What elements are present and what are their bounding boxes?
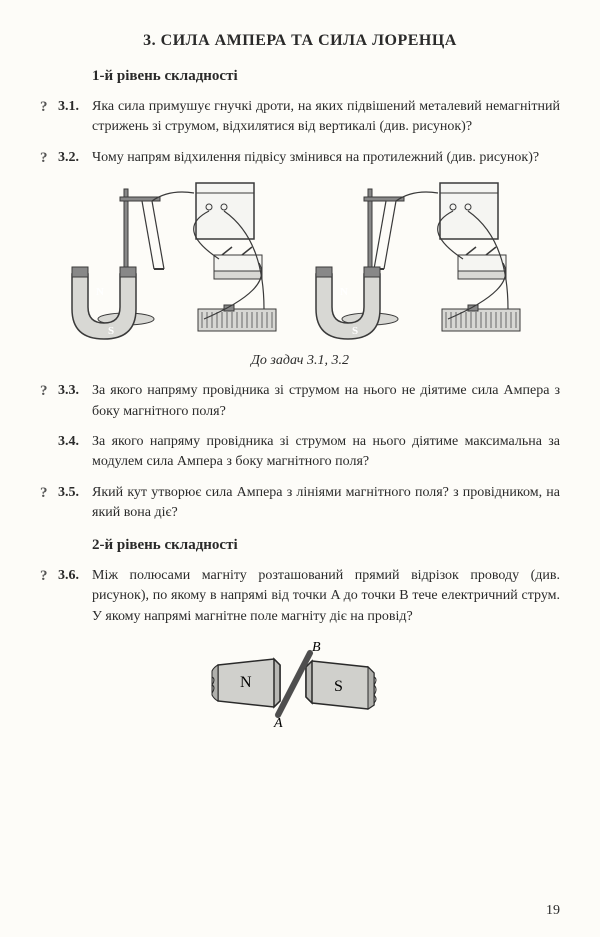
problem-number: 3.5. <box>58 483 92 503</box>
svg-text:N: N <box>340 286 348 298</box>
question-mark-icon: ? <box>40 97 58 119</box>
problem-3-3: ? 3.3. За якого напряму провідника зі ст… <box>40 381 560 422</box>
figure-3-6: N S B A <box>40 637 560 727</box>
problem-number: 3.2. <box>58 148 92 168</box>
textbook-page: 3. СИЛА АМПЕРА ТА СИЛА ЛОРЕНЦА 1-й рівен… <box>0 0 600 937</box>
figure-3-1-3-2: N S <box>40 179 560 347</box>
problem-number: 3.3. <box>58 381 92 401</box>
problem-text: За якого напряму провідника зі струмом н… <box>92 432 560 473</box>
problem-3-6: ? 3.6. Між полюсами магніту розташований… <box>40 566 560 627</box>
problem-text: За якого напряму провідника зі струмом н… <box>92 381 560 422</box>
problem-3-5: ? 3.5. Який кут утворює сила Ампера з лі… <box>40 483 560 524</box>
problem-text: Який кут утворює сила Ампера з лініями м… <box>92 483 560 524</box>
problem-3-2: ? 3.2. Чому напрям відхилення підвісу зм… <box>40 148 560 170</box>
question-mark-icon: ? <box>40 381 58 403</box>
apparatus-left-diagram: N S <box>64 179 292 347</box>
problem-number: 3.6. <box>58 566 92 586</box>
question-mark-icon: ? <box>40 483 58 505</box>
question-mark-icon: ? <box>40 148 58 170</box>
section-title: 3. СИЛА АМПЕРА ТА СИЛА ЛОРЕНЦА <box>40 32 560 50</box>
page-number: 19 <box>546 903 560 919</box>
problem-3-1: ? 3.1. Яка сила примушує гнучкі дроти, н… <box>40 97 560 138</box>
apparatus-right-diagram: N S <box>308 179 536 347</box>
problem-text: Між полюсами магніту розташований прямий… <box>92 566 560 627</box>
problem-number: 3.4. <box>58 432 92 452</box>
problem-text: Чому напрям відхилення підвісу змінився … <box>92 148 560 168</box>
problem-number: 3.1. <box>58 97 92 117</box>
level-2-heading: 2-й рівень складності <box>92 537 560 554</box>
problem-text: Яка сила примушує гнучкі дроти, на яких … <box>92 97 560 138</box>
magnet-n-label: N <box>96 286 104 298</box>
svg-text:S: S <box>352 325 358 337</box>
magnet-wire-diagram: N S B A <box>200 637 400 727</box>
magnet-s-label: S <box>108 325 114 337</box>
pole-s-label: S <box>334 678 343 695</box>
point-a-label: A <box>273 716 283 727</box>
point-b-label: B <box>312 640 321 655</box>
level-1-heading: 1-й рівень складності <box>92 68 560 85</box>
figure-caption: До задач 3.1, 3.2 <box>40 353 560 369</box>
pole-n-label: N <box>240 674 252 691</box>
problem-3-4: 3.4. За якого напряму провідника зі стру… <box>40 432 560 473</box>
question-mark-icon: ? <box>40 566 58 588</box>
